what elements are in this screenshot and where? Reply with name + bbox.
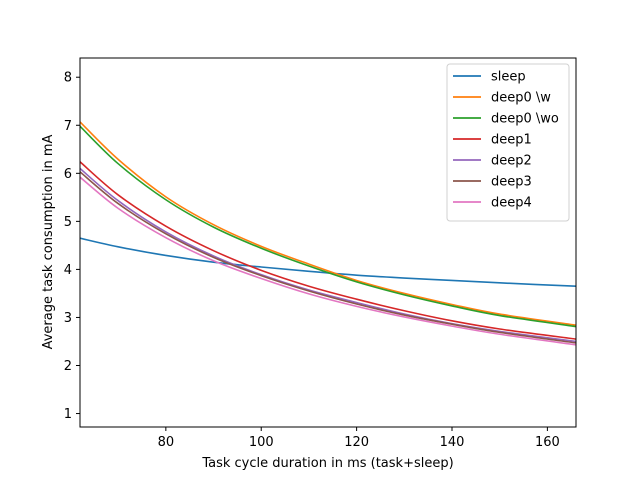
legend-label-deep2: deep2: [491, 154, 532, 169]
x-tick-label: 140: [440, 435, 465, 450]
y-tick-label: 4: [64, 263, 72, 278]
y-tick-label: 7: [64, 119, 72, 134]
x-axis-ticks: 80 100 120 140 160: [158, 427, 560, 450]
y-tick-label: 3: [64, 311, 72, 326]
y-axis-ticks: 1 2 3 4 5 6 7 8: [64, 71, 80, 422]
legend-label-deep4: deep4: [491, 196, 532, 211]
legend: sleep deep0 \w deep0 \wo deep1 deep2 deep3 dee…: [446, 63, 570, 222]
series-line-deep3: [80, 171, 576, 344]
y-tick-label: 1: [64, 407, 72, 422]
y-tick-label: 5: [64, 215, 72, 230]
x-tick-label: 160: [535, 435, 560, 450]
legend-label-sleep: sleep: [491, 70, 526, 85]
x-tick-label: 100: [249, 435, 274, 450]
series-line-sleep: [80, 237, 576, 288]
series-line-deep0-wo: [80, 125, 576, 328]
y-tick-label: 2: [64, 359, 72, 374]
series-lines: [80, 121, 576, 346]
y-axis-label: Average task consumption in mA: [41, 134, 56, 349]
plot-area-frame: [79, 57, 577, 428]
legend-label-deep0-w: deep0 \w: [491, 91, 551, 106]
y-tick-label: 8: [64, 71, 72, 86]
x-axis-label: Task cycle duration in ms (task+sleep): [201, 456, 453, 471]
y-tick-label: 6: [64, 167, 72, 182]
x-tick-label: 120: [344, 435, 369, 450]
series-line-deep0-w: [80, 121, 576, 326]
legend-label-deep1: deep1: [491, 133, 532, 148]
series-line-deep4: [80, 176, 576, 346]
series-line-deep1: [80, 161, 576, 340]
legend-label-deep0-wo: deep0 \wo: [491, 112, 559, 127]
x-tick-label: 80: [158, 435, 175, 450]
legend-label-deep3: deep3: [491, 175, 532, 190]
